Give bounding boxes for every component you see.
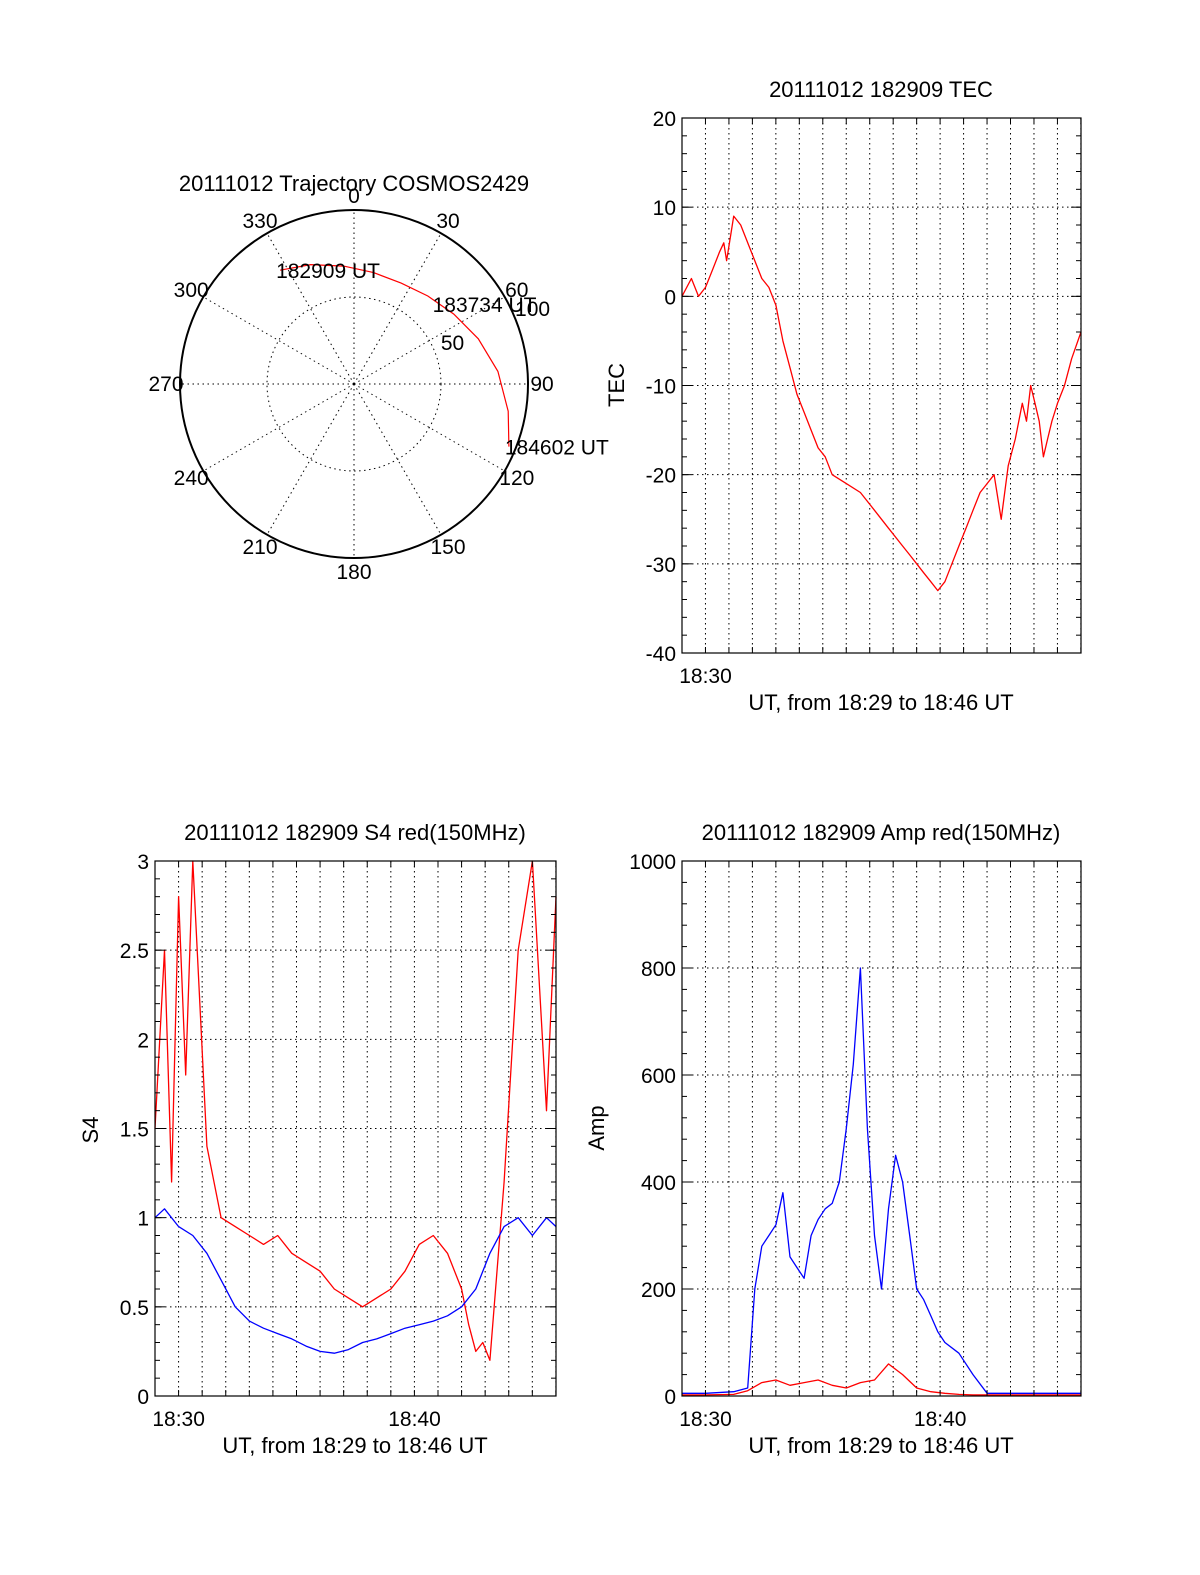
y-tick-label: 800 xyxy=(641,958,676,981)
polar-grid-spoke xyxy=(353,383,442,535)
polar-angle-label: 180 xyxy=(336,561,371,584)
polar-angle-label: 30 xyxy=(436,210,459,233)
tec-plot: 20111012 182909 TEC UT, from 18:29 to 18… xyxy=(604,77,1082,715)
tec-xlabel: UT, from 18:29 to 18:46 UT xyxy=(748,690,1013,715)
y-tick-label: 0.5 xyxy=(120,1297,149,1320)
polar-angle-label: 240 xyxy=(174,467,209,490)
y-tick-label: -30 xyxy=(646,554,676,577)
y-tick-labels: 0 200 400 600 800 1000 xyxy=(629,851,676,1409)
plot-frame xyxy=(681,117,1082,654)
polar-angle-label: 150 xyxy=(430,536,465,559)
amp-plot: 20111012 182909 Amp red(150MHz) UT, from… xyxy=(584,820,1082,1458)
plot-series xyxy=(682,967,1081,1396)
y-tick-label: 1 xyxy=(137,1208,149,1231)
s4-xlabel: UT, from 18:29 to 18:46 UT xyxy=(222,1433,487,1458)
y-tick-label: 2 xyxy=(137,1029,149,1052)
y-tick-label: 2.5 xyxy=(120,940,149,963)
plot-series xyxy=(154,860,557,1361)
y-tick-label: 0 xyxy=(137,1386,149,1409)
polar-grid-spoke xyxy=(266,233,355,385)
polar-outer-circle xyxy=(179,209,529,559)
polar-title: 20111012 Trajectory COSMOS2429 xyxy=(179,171,529,196)
amp-xlabel: UT, from 18:29 to 18:46 UT xyxy=(748,1433,1013,1458)
y-tick-label: 600 xyxy=(641,1065,676,1088)
polar-angle-label: 270 xyxy=(148,373,183,396)
y-tick-label: 1000 xyxy=(629,851,676,874)
polar-angle-label: 90 xyxy=(530,373,553,396)
x-tick-label: 18:30 xyxy=(679,665,732,688)
plot-grid xyxy=(682,118,1082,653)
s4-ylabel: S4 xyxy=(78,1117,103,1144)
plot-grid xyxy=(682,861,1082,1396)
axis-ticks xyxy=(681,860,1082,1397)
tec-ylabel: TEC xyxy=(604,363,629,407)
y-tick-label: -40 xyxy=(646,643,676,666)
y-tick-label: -10 xyxy=(646,376,676,399)
polar-grid-spoke xyxy=(203,383,355,472)
polar-annotations: 182909 UT 183734 UT 184602 UT xyxy=(276,260,609,459)
polar-angle-label: 60 xyxy=(505,279,528,302)
polar-angle-label: 330 xyxy=(242,210,277,233)
polar-time-annotation: 183734 UT xyxy=(433,294,537,317)
x-tick-label: 18:30 xyxy=(152,1408,205,1431)
s4-plot: 20111012 182909 S4 red(150MHz) UT, from … xyxy=(78,820,557,1458)
polar-grid-spoke xyxy=(353,383,505,472)
y-tick-label: 0 xyxy=(664,1386,676,1409)
y-tick-label: 200 xyxy=(641,1279,676,1302)
y-tick-label: 20 xyxy=(653,108,676,131)
polar-angle-label: 120 xyxy=(499,467,534,490)
series-line xyxy=(154,1208,557,1354)
series-line xyxy=(682,1363,1081,1396)
y-tick-labels: -40 -30 -20 -10 0 10 20 xyxy=(646,108,676,666)
x-tick-labels: 18:30 18:40 xyxy=(152,1408,440,1431)
x-tick-label: 18:40 xyxy=(388,1408,441,1431)
amp-ylabel: Amp xyxy=(584,1105,609,1150)
polar-trajectory-line xyxy=(279,263,510,447)
trajectory-polar-plot: 20111012 Trajectory COSMOS2429 0 30 60 90 12… xyxy=(148,171,608,584)
polar-grid-spoke xyxy=(353,296,505,385)
x-tick-labels: 18:30 18:40 xyxy=(679,1408,966,1431)
polar-grid-spoke xyxy=(203,296,355,385)
plot-grid xyxy=(155,861,557,1396)
polar-grid-circle xyxy=(266,296,442,472)
series-line xyxy=(681,215,1082,592)
polar-time-annotation: 184602 UT xyxy=(505,437,609,460)
series-line xyxy=(154,860,557,1361)
s4-title: 20111012 182909 S4 red(150MHz) xyxy=(184,820,526,845)
x-tick-label: 18:30 xyxy=(679,1408,732,1431)
polar-trajectory-series xyxy=(279,263,510,447)
y-tick-label: -20 xyxy=(646,465,676,488)
axis-ticks xyxy=(681,117,1082,654)
polar-angle-label: 0 xyxy=(348,185,360,208)
x-tick-labels: 18:30 xyxy=(679,665,732,688)
y-tick-label: 400 xyxy=(641,1172,676,1195)
polar-angle-label: 300 xyxy=(174,279,209,302)
polar-grid-spoke xyxy=(353,233,442,385)
polar-radial-label: 50 xyxy=(441,332,464,355)
y-tick-label: 0 xyxy=(664,286,676,309)
polar-radial-labels: 50 100 xyxy=(441,298,550,355)
y-tick-label: 1.5 xyxy=(120,1119,149,1142)
polar-angle-labels: 0 30 60 90 120 150 180 210 240 270 300 330 xyxy=(148,185,553,584)
polar-radial-label: 100 xyxy=(515,298,550,321)
polar-grid-spoke xyxy=(266,383,355,535)
axis-ticks xyxy=(154,860,557,1397)
amp-title: 20111012 182909 Amp red(150MHz) xyxy=(702,820,1061,845)
polar-grid xyxy=(179,209,529,559)
plot-series xyxy=(681,215,1082,592)
y-tick-labels: 0 0.5 1 1.5 2 2.5 3 xyxy=(120,851,149,1409)
y-tick-label: 10 xyxy=(653,197,676,220)
tec-title: 20111012 182909 TEC xyxy=(769,77,993,102)
y-tick-label: 3 xyxy=(137,851,149,874)
plot-frame xyxy=(681,860,1082,1397)
polar-angle-label: 210 xyxy=(242,536,277,559)
polar-time-annotation: 182909 UT xyxy=(276,260,380,283)
series-line xyxy=(682,967,1081,1394)
x-tick-label: 18:40 xyxy=(914,1408,967,1431)
